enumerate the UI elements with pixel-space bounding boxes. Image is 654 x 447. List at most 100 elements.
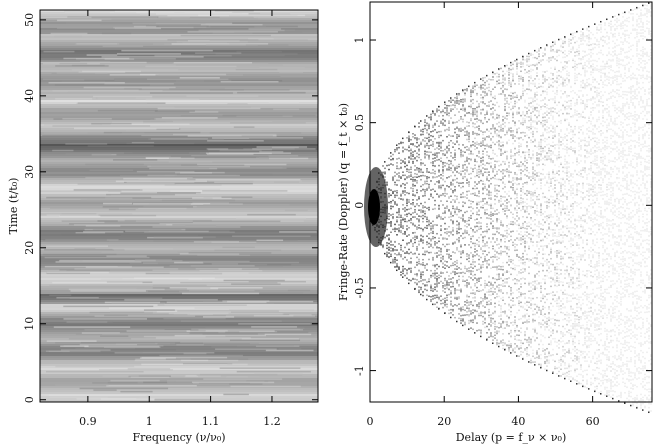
- speckle: [464, 314, 466, 316]
- streak: [80, 341, 181, 344]
- speckle: [458, 225, 460, 227]
- speckle: [424, 146, 426, 148]
- speckle: [444, 180, 446, 183]
- speckle: [418, 126, 420, 128]
- speckle: [490, 139, 492, 141]
- speckle: [514, 264, 516, 267]
- speckle: [500, 245, 502, 248]
- arc-edge: [468, 85, 470, 88]
- speckle: [530, 127, 532, 130]
- speckle: [492, 245, 494, 248]
- speckle: [400, 185, 402, 188]
- speckle: [466, 134, 468, 136]
- speckle: [456, 167, 458, 169]
- speckle: [514, 249, 516, 252]
- speckle: [490, 287, 492, 290]
- speckle: [470, 177, 472, 180]
- speckle: [518, 259, 520, 262]
- speckle: [508, 344, 510, 347]
- speckle: [392, 157, 394, 160]
- speckle: [476, 155, 478, 157]
- speckle: [440, 229, 442, 231]
- speckle: [528, 192, 530, 195]
- speckle: [492, 266, 494, 268]
- speckle: [512, 177, 514, 179]
- speckle: [430, 222, 432, 224]
- speckle: [402, 161, 404, 163]
- speckle: [520, 258, 522, 260]
- speckle: [498, 136, 500, 138]
- speckle: [520, 295, 522, 298]
- streak: [248, 37, 274, 40]
- speckle: [438, 145, 440, 147]
- speckle: [444, 165, 446, 167]
- speckle: [496, 195, 498, 198]
- speckle: [528, 58, 530, 60]
- speckle: [494, 203, 496, 205]
- speckle: [516, 201, 518, 203]
- speckle: [440, 174, 442, 176]
- speckle: [412, 203, 414, 206]
- streak: [40, 54, 318, 56]
- speckle: [488, 193, 490, 195]
- speckle: [468, 134, 470, 136]
- speckle: [418, 286, 420, 288]
- speckle: [454, 210, 456, 213]
- speckle: [508, 77, 510, 80]
- speckle: [396, 162, 398, 164]
- speckle: [430, 225, 432, 227]
- speckle: [426, 170, 428, 172]
- speckle: [518, 77, 520, 80]
- speckle: [470, 217, 472, 219]
- speckle: [490, 146, 492, 149]
- speckle: [540, 208, 542, 211]
- speckle: [538, 323, 540, 326]
- speckle: [514, 140, 516, 142]
- streak: [175, 171, 225, 174]
- speckle: [482, 183, 484, 185]
- speckle: [432, 237, 434, 240]
- speckle: [402, 192, 404, 194]
- speckle: [478, 306, 480, 309]
- speckle: [498, 169, 500, 171]
- speckle: [528, 119, 530, 122]
- speckle: [410, 239, 412, 241]
- streak: [202, 333, 258, 335]
- speckle: [458, 285, 460, 287]
- speckle: [454, 102, 456, 104]
- speckle: [440, 217, 442, 220]
- speckle: [442, 258, 444, 261]
- speckle: [424, 150, 426, 153]
- arc-edge: [516, 58, 518, 61]
- speckle: [542, 74, 544, 76]
- streak: [104, 58, 135, 60]
- arc-edge: [402, 137, 404, 140]
- speckle: [490, 79, 492, 81]
- speckle: [404, 190, 406, 192]
- speckle: [404, 232, 406, 234]
- speckle: [456, 140, 458, 142]
- streak: [111, 18, 172, 21]
- speckle: [502, 130, 504, 132]
- streak: [40, 260, 318, 262]
- speckle: [456, 171, 458, 173]
- speckle: [474, 84, 476, 86]
- speckle: [424, 284, 426, 287]
- speckle: [530, 238, 532, 241]
- speckle: [498, 164, 500, 167]
- streak: [40, 122, 318, 124]
- speckle: [486, 154, 488, 157]
- speckle: [404, 231, 406, 233]
- streak: [40, 218, 318, 220]
- streak: [214, 10, 254, 12]
- speckle: [526, 55, 528, 58]
- speckle: [486, 325, 488, 328]
- speckle: [446, 228, 448, 230]
- streak: [206, 153, 254, 155]
- speckle: [536, 75, 538, 77]
- speckle: [418, 138, 420, 140]
- speckle: [524, 302, 526, 305]
- speckle: [510, 98, 512, 100]
- speckle: [474, 254, 476, 257]
- streak: [48, 82, 125, 84]
